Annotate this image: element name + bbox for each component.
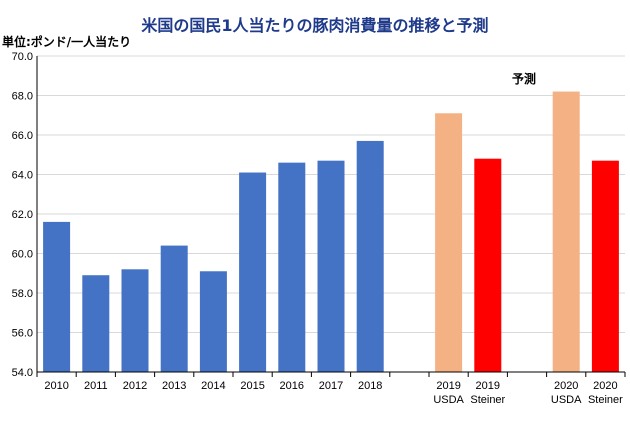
- bar: [591, 160, 619, 372]
- tick-labels: 54.0 56.0 58.0 60.0 62.0 64.0 66.0 68.0 70.0 2010…: [12, 51, 624, 406]
- y-axis-unit-label: 単位:ポンド/一人当たり: [2, 35, 132, 49]
- bar: [121, 269, 149, 372]
- x-tick-label: 2010: [44, 380, 68, 392]
- bar: [356, 140, 384, 372]
- y-tick-label: 70.0: [12, 51, 33, 63]
- chart-title: 米国の国民1人当たりの豚肉消費量の推移と予測: [141, 16, 489, 35]
- y-tick-label: 66.0: [12, 130, 33, 142]
- y-tick-label: 62.0: [12, 209, 33, 221]
- y-tick-label: 64.0: [12, 170, 33, 182]
- bar: [474, 158, 502, 372]
- x-tick-label: 2020: [593, 380, 617, 392]
- x-tick-sublabel: USDA: [551, 394, 582, 406]
- x-tick-label: 2017: [319, 380, 343, 392]
- bar: [278, 162, 306, 372]
- x-tick-sublabel: Steiner: [588, 394, 623, 406]
- y-tick-label: 56.0: [12, 328, 33, 340]
- x-tick-label: 2019: [476, 380, 500, 392]
- x-tick-label: 2019: [436, 380, 460, 392]
- x-tick-sublabel: USDA: [433, 394, 464, 406]
- x-tick-label: 2020: [554, 380, 578, 392]
- x-tick-label: 2011: [84, 380, 108, 392]
- bar: [199, 271, 227, 372]
- x-tick-label: 2012: [123, 380, 147, 392]
- bars: [43, 91, 619, 373]
- x-tick-label: 2016: [280, 380, 304, 392]
- x-tick-label: 2018: [358, 380, 382, 392]
- x-tick-label: 2013: [162, 380, 186, 392]
- bar: [160, 245, 188, 372]
- bar: [239, 172, 267, 372]
- y-tick-label: 58.0: [12, 288, 33, 300]
- bar: [43, 221, 71, 372]
- x-tick-label: 2014: [201, 380, 225, 392]
- axes: [36, 56, 626, 377]
- x-tick-label: 2015: [240, 380, 264, 392]
- bar: [435, 113, 463, 373]
- y-tick-label: 68.0: [12, 91, 33, 103]
- y-tick-label: 54.0: [12, 367, 33, 379]
- bar: [552, 91, 580, 373]
- forecast-label: 予測: [512, 72, 537, 86]
- bar: [317, 160, 345, 372]
- bar: [82, 275, 110, 372]
- y-tick-label: 60.0: [12, 249, 33, 261]
- x-tick-sublabel: Steiner: [470, 394, 505, 406]
